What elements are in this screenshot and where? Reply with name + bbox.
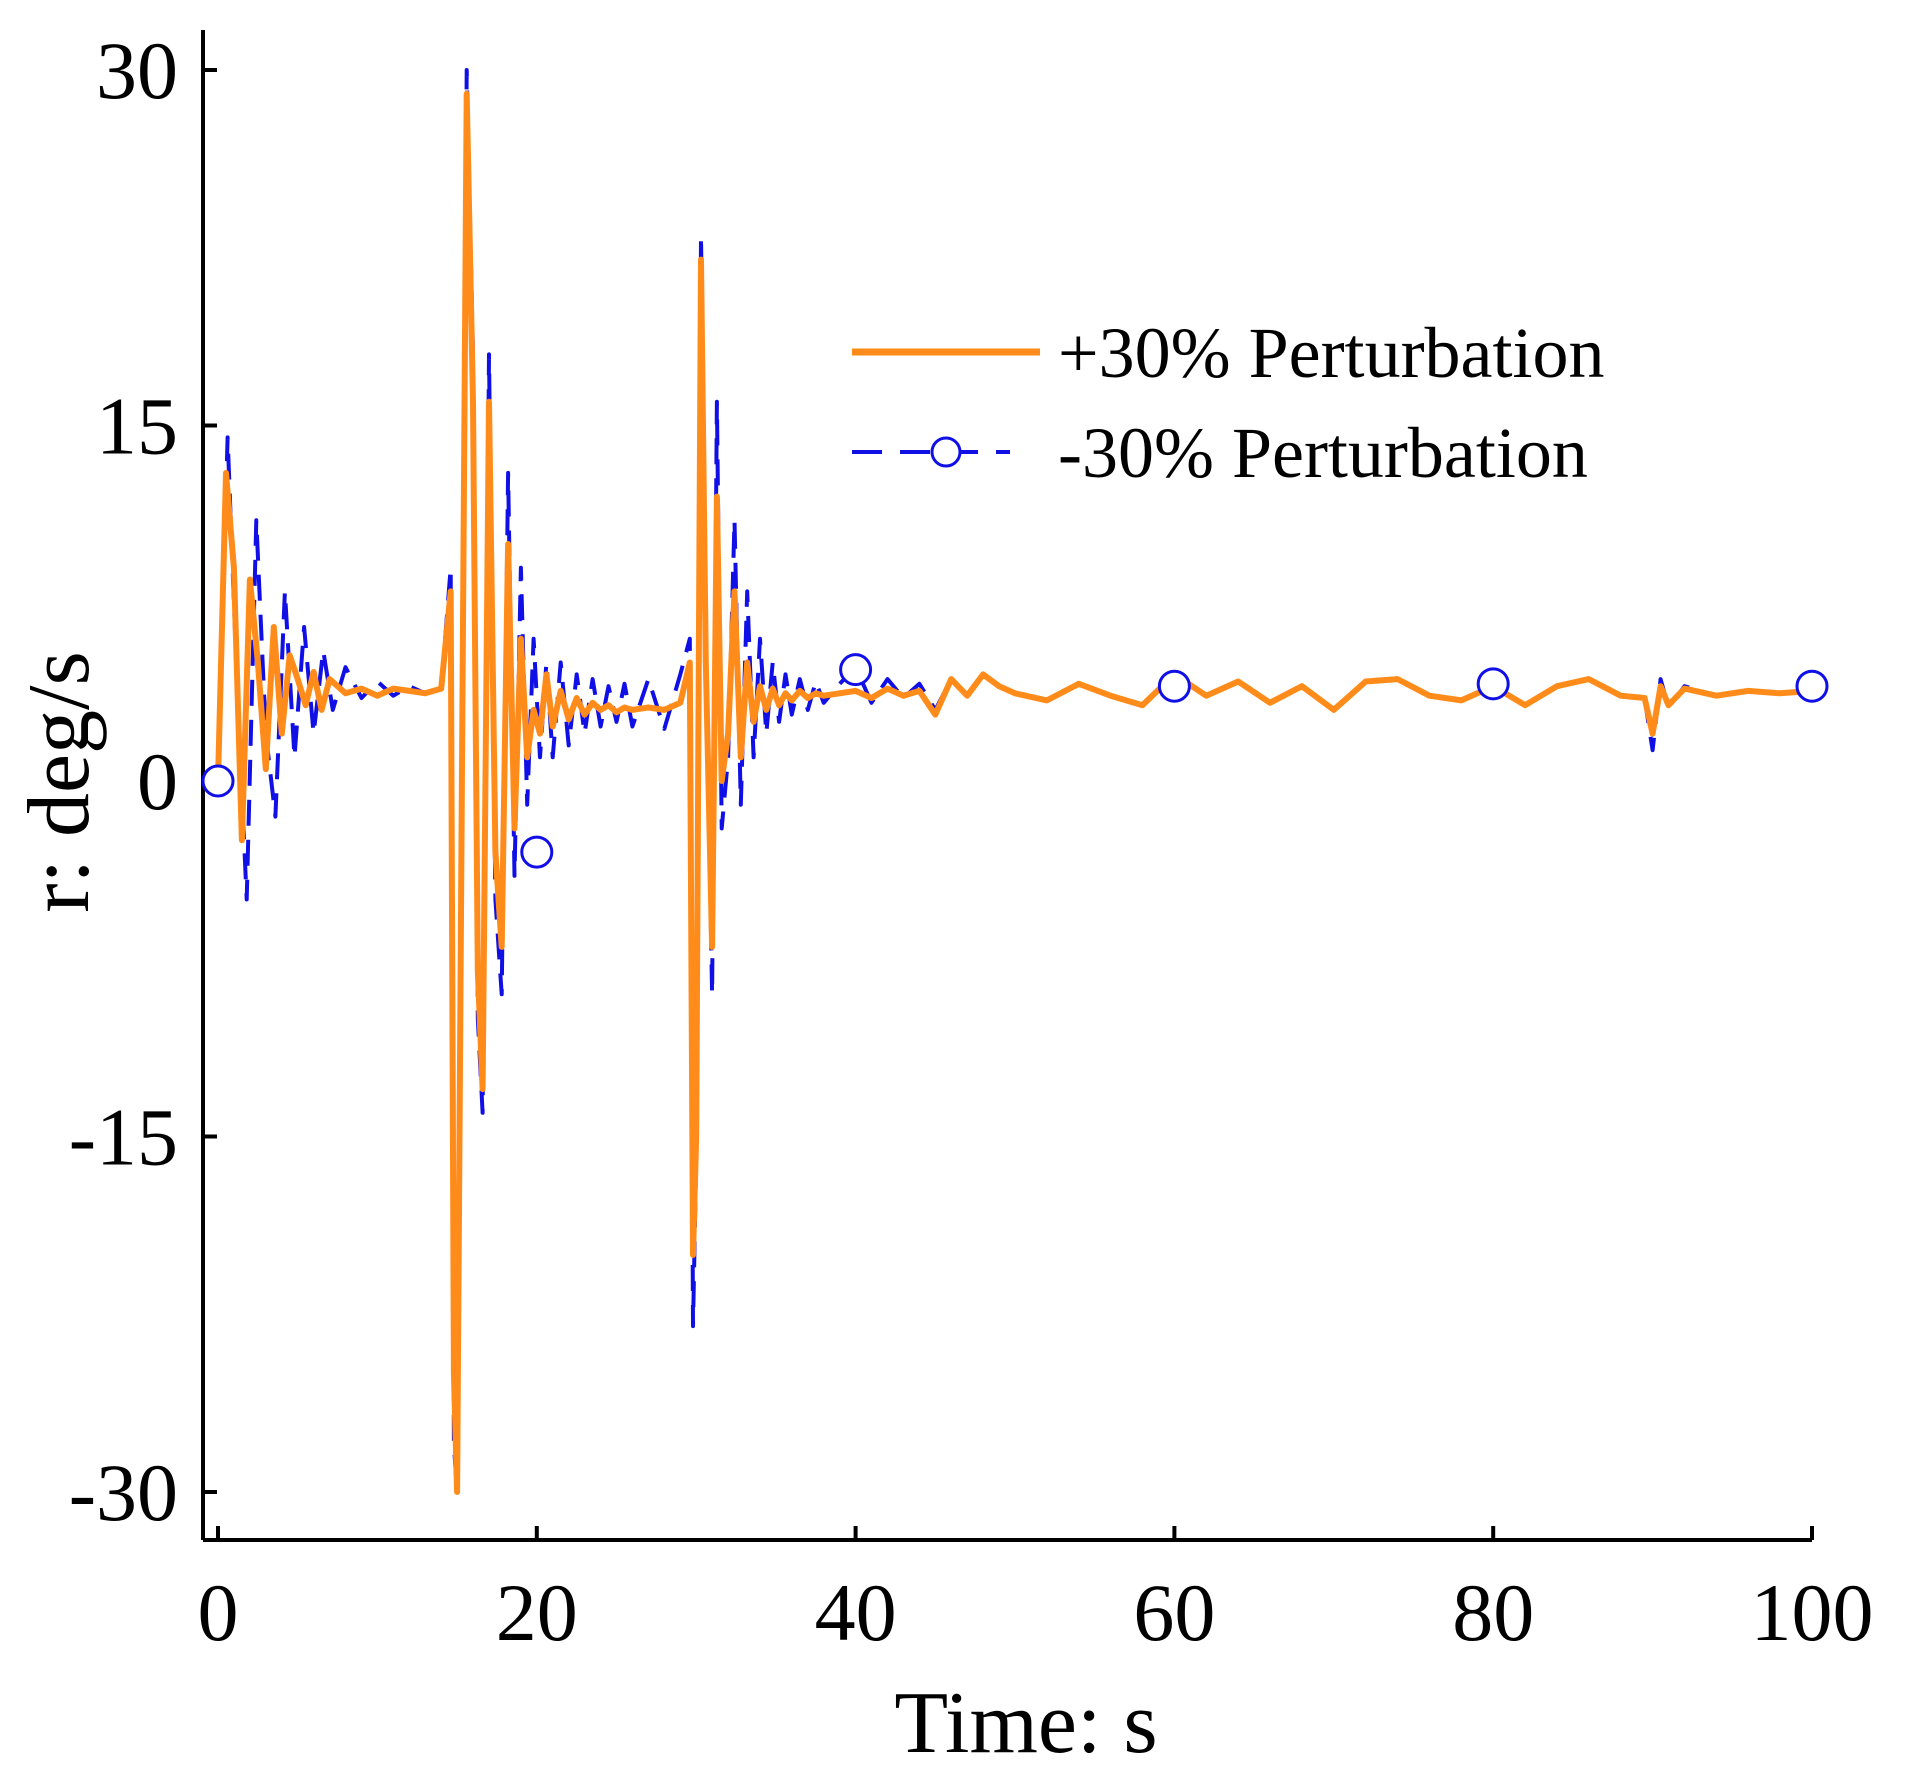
y-tick-label: 30: [96, 25, 178, 116]
series-marker: [1795, 669, 1829, 703]
x-tick-label: 20: [496, 1567, 578, 1658]
series-marker: [1157, 669, 1191, 703]
y-tick-label: -15: [69, 1092, 178, 1183]
x-tick-label: 60: [1133, 1567, 1215, 1658]
y-axis-title: r: deg/s: [11, 651, 108, 913]
x-tick-label: 40: [815, 1567, 897, 1658]
legend-marker-minus30: [930, 436, 962, 468]
series-marker: [520, 835, 554, 869]
x-tick-label: 0: [198, 1567, 239, 1658]
y-tick-label: -30: [69, 1447, 178, 1538]
x-tick-label: 100: [1751, 1567, 1874, 1658]
y-tick-label: 0: [137, 736, 178, 827]
y-ticks: -30 -15 0 15 30: [69, 25, 217, 1538]
legend-label-plus30: +30% Perturbation: [1058, 313, 1605, 393]
x-tick-label: 80: [1452, 1567, 1534, 1658]
y-tick-label: 15: [96, 381, 178, 472]
x-ticks: 0 20 40 60 80 100: [198, 1526, 1874, 1658]
series-layer: [215, 68, 1813, 1495]
legend: +30% Perturbation -30% Perturbation: [852, 313, 1605, 493]
legend-label-minus30: -30% Perturbation: [1058, 413, 1588, 493]
series-marker: [1476, 667, 1510, 701]
marker-layer: [201, 653, 1829, 869]
series-marker: [839, 653, 873, 687]
x-axis-title: Time: s: [894, 1675, 1157, 1771]
series-marker: [201, 764, 235, 798]
axes: [201, 30, 1812, 1542]
series-line-plus30: [215, 90, 1813, 1495]
